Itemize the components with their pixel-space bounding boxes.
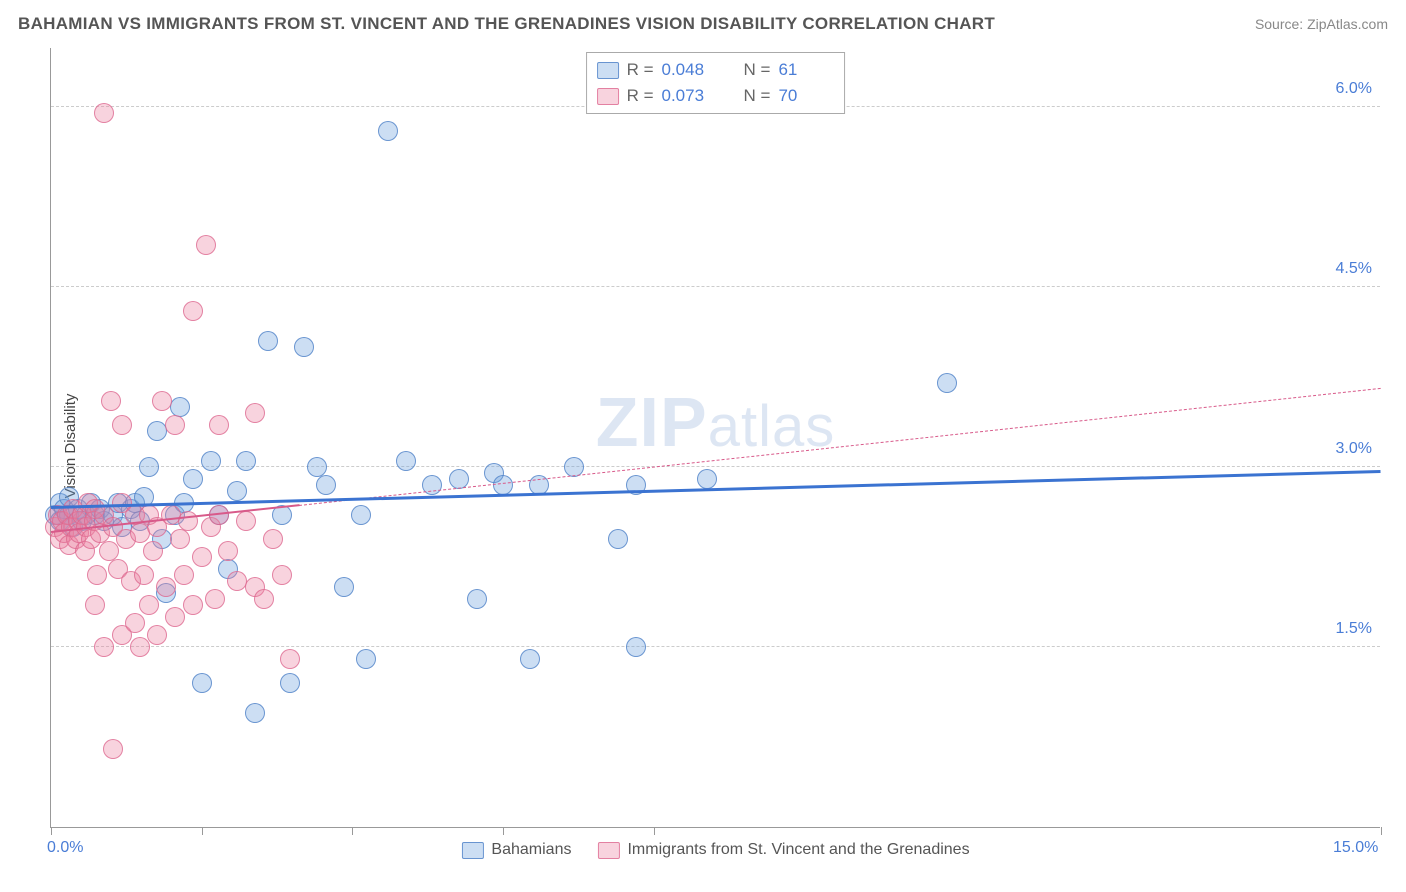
data-point [356, 649, 376, 669]
data-point [139, 457, 159, 477]
gridline [51, 286, 1380, 287]
swatch-series-2 [597, 842, 619, 859]
data-point [170, 397, 190, 417]
data-point [227, 481, 247, 501]
data-point [152, 391, 172, 411]
data-point [294, 337, 314, 357]
x-tick [503, 827, 504, 835]
series-legend: Bahamians Immigrants from St. Vincent an… [461, 841, 969, 859]
data-point [147, 625, 167, 645]
data-point [396, 451, 416, 471]
data-point [263, 529, 283, 549]
data-point [99, 541, 119, 561]
data-point [937, 373, 957, 393]
data-point [170, 529, 190, 549]
trend-line-dashed [299, 388, 1381, 506]
n-value-2: 70 [778, 86, 834, 106]
data-point [183, 469, 203, 489]
data-point [112, 415, 132, 435]
data-point [87, 565, 107, 585]
x-tick [1381, 827, 1382, 835]
series-2-name: Immigrants from St. Vincent and the Gren… [627, 841, 969, 859]
series-1-name: Bahamians [491, 841, 571, 859]
data-point [192, 547, 212, 567]
r-label: R = [627, 86, 654, 106]
data-point [245, 703, 265, 723]
data-point [103, 739, 123, 759]
data-point [218, 541, 238, 561]
gridline [51, 646, 1380, 647]
data-point [258, 331, 278, 351]
r-label: R = [627, 60, 654, 80]
data-point [139, 595, 159, 615]
x-tick [51, 827, 52, 835]
x-tick [654, 827, 655, 835]
data-point [493, 475, 513, 495]
data-point [272, 565, 292, 585]
data-point [351, 505, 371, 525]
data-point [697, 469, 717, 489]
r-value-2: 0.073 [662, 86, 718, 106]
data-point [378, 121, 398, 141]
data-point [316, 475, 336, 495]
data-point [85, 595, 105, 615]
data-point [165, 415, 185, 435]
data-point [156, 577, 176, 597]
data-point [183, 595, 203, 615]
watermark-bold: ZIP [596, 383, 708, 461]
data-point [205, 589, 225, 609]
x-tick [202, 827, 203, 835]
swatch-series-1 [597, 62, 619, 79]
legend-item-1: Bahamians [461, 841, 571, 859]
data-point [183, 301, 203, 321]
r-value-1: 0.048 [662, 60, 718, 80]
chart-container: R = 0.048 N = 61 R = 0.073 N = 70 ZIPatl… [50, 48, 1380, 848]
y-tick-label: 6.0% [1336, 80, 1372, 98]
stats-legend: R = 0.048 N = 61 R = 0.073 N = 70 [586, 52, 846, 114]
x-tick-label: 0.0% [47, 839, 83, 857]
data-point [280, 673, 300, 693]
data-point [125, 613, 145, 633]
data-point [165, 607, 185, 627]
n-value-1: 61 [778, 60, 834, 80]
data-point [608, 529, 628, 549]
n-label: N = [744, 60, 771, 80]
plot-area: R = 0.048 N = 61 R = 0.073 N = 70 ZIPatl… [50, 48, 1380, 828]
y-tick-label: 1.5% [1336, 620, 1372, 638]
data-point [236, 451, 256, 471]
data-point [520, 649, 540, 669]
data-point [94, 103, 114, 123]
n-label: N = [744, 86, 771, 106]
data-point [130, 637, 150, 657]
data-point [101, 391, 121, 411]
swatch-series-2 [597, 88, 619, 105]
swatch-series-1 [461, 842, 483, 859]
data-point [245, 403, 265, 423]
data-point [174, 565, 194, 585]
data-point [134, 565, 154, 585]
data-point [209, 415, 229, 435]
data-point [192, 673, 212, 693]
data-point [334, 577, 354, 597]
data-point [307, 457, 327, 477]
chart-title: BAHAMIAN VS IMMIGRANTS FROM ST. VINCENT … [18, 14, 995, 34]
x-tick-label: 15.0% [1333, 839, 1378, 857]
stats-row-2: R = 0.073 N = 70 [597, 83, 835, 109]
data-point [236, 511, 256, 531]
data-point [94, 637, 114, 657]
y-tick-label: 4.5% [1336, 260, 1372, 278]
data-point [280, 649, 300, 669]
data-point [143, 541, 163, 561]
y-tick-label: 3.0% [1336, 440, 1372, 458]
legend-item-2: Immigrants from St. Vincent and the Gren… [597, 841, 969, 859]
stats-row-1: R = 0.048 N = 61 [597, 57, 835, 83]
x-tick [352, 827, 353, 835]
data-point [626, 637, 646, 657]
data-point [178, 511, 198, 531]
source-label: Source: ZipAtlas.com [1255, 16, 1388, 32]
data-point [467, 589, 487, 609]
data-point [196, 235, 216, 255]
data-point [254, 589, 274, 609]
data-point [201, 451, 221, 471]
